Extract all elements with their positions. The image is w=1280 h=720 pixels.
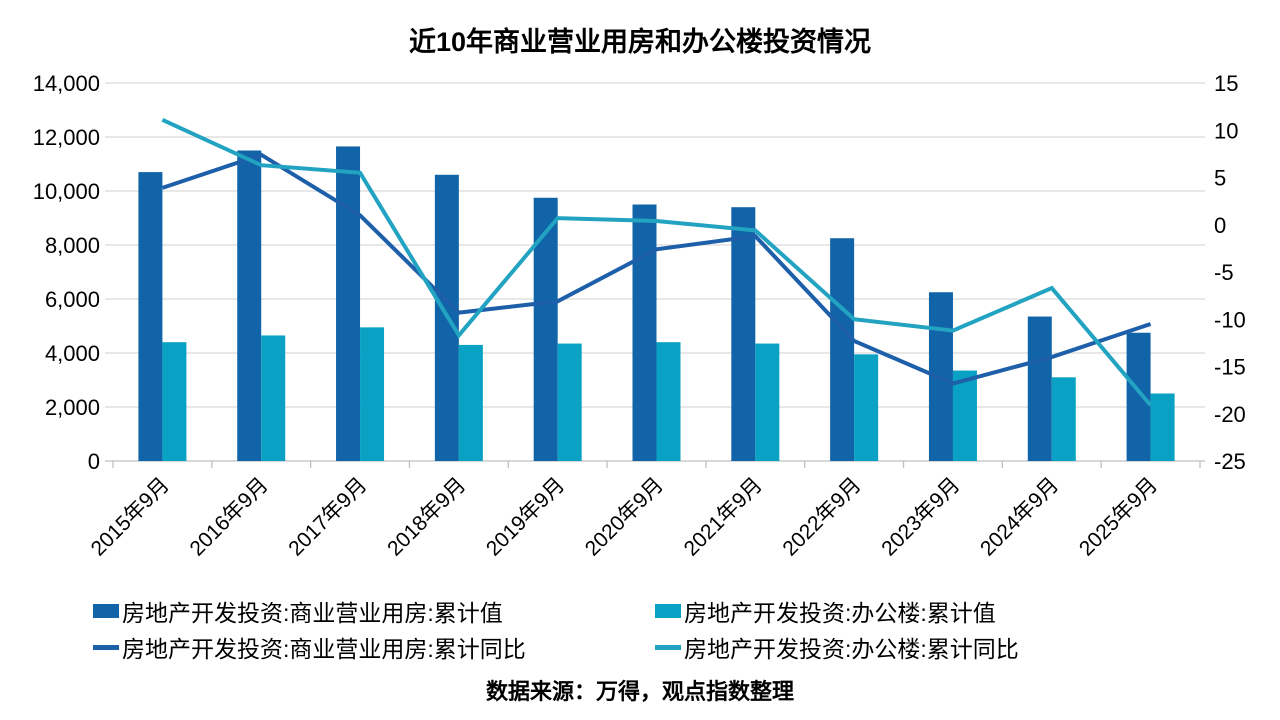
right-axis-tick-label: -15	[1214, 355, 1246, 380]
x-axis-category-label: 2015年9月	[87, 473, 174, 560]
bar	[656, 342, 681, 461]
bar	[1051, 377, 1076, 461]
legend-item-commercial-yoy: 房地产开发投资:商业营业用房:累计同比	[93, 632, 526, 662]
right-axis-tick-label: -5	[1214, 260, 1234, 285]
bar	[162, 342, 187, 461]
legend-label: 房地产开发投资:办公楼:累计同比	[684, 636, 1019, 662]
x-axis-category-label: 2021年9月	[680, 473, 767, 560]
bar	[336, 146, 361, 461]
legend-label: 房地产开发投资:商业营业用房:累计值	[122, 600, 503, 626]
bar	[731, 207, 756, 461]
legend-marker-line-dark	[93, 644, 119, 650]
x-axis-category-label: 2017年9月	[284, 473, 371, 560]
right-axis-tick-label: -25	[1214, 449, 1246, 474]
bar	[1150, 393, 1175, 461]
x-axis-category-label: 2018年9月	[383, 473, 470, 560]
left-axis-tick-label: 0	[88, 449, 100, 474]
x-axis-labels: 2015年9月 2016年9月 2017年9月 2018年9月 2019年9月 2020年…	[87, 473, 1162, 560]
right-axis-tick-label: -10	[1214, 307, 1246, 332]
legend-label: 房地产开发投资:商业营业用房:累计同比	[122, 636, 526, 662]
legend-marker-bar-light	[655, 604, 681, 618]
left-axis-tick-label: 14,000	[33, 71, 100, 96]
bar	[830, 238, 855, 461]
right-axis-tick-label: -20	[1214, 402, 1246, 427]
bar-series-0	[138, 146, 1151, 462]
bar	[952, 370, 977, 461]
left-axis-tick-label: 8,000	[45, 233, 100, 258]
bar	[533, 197, 558, 461]
bar	[458, 344, 483, 461]
bar	[1126, 332, 1151, 461]
right-axis-tick-label: 5	[1214, 166, 1226, 191]
bar	[557, 343, 582, 461]
x-axis-category-label: 2022年9月	[778, 473, 865, 560]
legend-item-office-yoy: 房地产开发投资:办公楼:累计同比	[655, 632, 1019, 662]
bar	[138, 172, 163, 461]
line-series-0	[161, 152, 1152, 386]
bar	[237, 150, 262, 461]
x-axis-category-label: 2016年9月	[186, 473, 273, 560]
left-axis-tick-label: 6,000	[45, 287, 100, 312]
left-axis-tick-label: 12,000	[33, 125, 100, 150]
x-axis-ticks	[112, 461, 1201, 468]
legend-label: 房地产开发投资:办公楼:累计值	[684, 600, 996, 626]
bar	[1027, 316, 1052, 461]
data-source-note: 数据来源：万得，观点指数整理	[485, 679, 794, 704]
left-axis-tick-label: 2,000	[45, 395, 100, 420]
legend-item-office-cumulative-value: 房地产开发投资:办公楼:累计值	[655, 596, 996, 626]
bar	[755, 343, 780, 461]
right-axis-tick-label: 15	[1214, 71, 1238, 96]
x-axis-category-label: 2024年9月	[976, 473, 1063, 560]
bar-series-1	[162, 327, 1175, 461]
legend-marker-line-light	[655, 644, 681, 650]
chart-title: 近10年商业营业用房和办公楼投资情况	[408, 27, 872, 57]
legend-marker-bar-dark	[93, 604, 119, 618]
x-axis-category-label: 2025年9月	[1075, 473, 1162, 560]
left-axis-tick-label: 4,000	[45, 341, 100, 366]
left-axis-tick-label: 10,000	[33, 179, 100, 204]
x-axis-category-label: 2020年9月	[581, 473, 668, 560]
bar	[632, 204, 657, 461]
bar	[854, 354, 879, 461]
axis-tick-labels: 0 2,000 4,000 6,000 8,000 10,000 12,000 14,000 -…	[33, 71, 1246, 474]
right-axis-tick-label: 10	[1214, 118, 1238, 143]
x-axis-category-label: 2023年9月	[877, 473, 964, 560]
bar	[261, 335, 286, 461]
right-axis-tick-label: 0	[1214, 213, 1226, 238]
x-axis-category-label: 2019年9月	[482, 473, 569, 560]
bar	[360, 327, 385, 461]
line-series-1	[161, 118, 1153, 407]
legend-item-commercial-cumulative-value: 房地产开发投资:商业营业用房:累计值	[93, 596, 503, 626]
